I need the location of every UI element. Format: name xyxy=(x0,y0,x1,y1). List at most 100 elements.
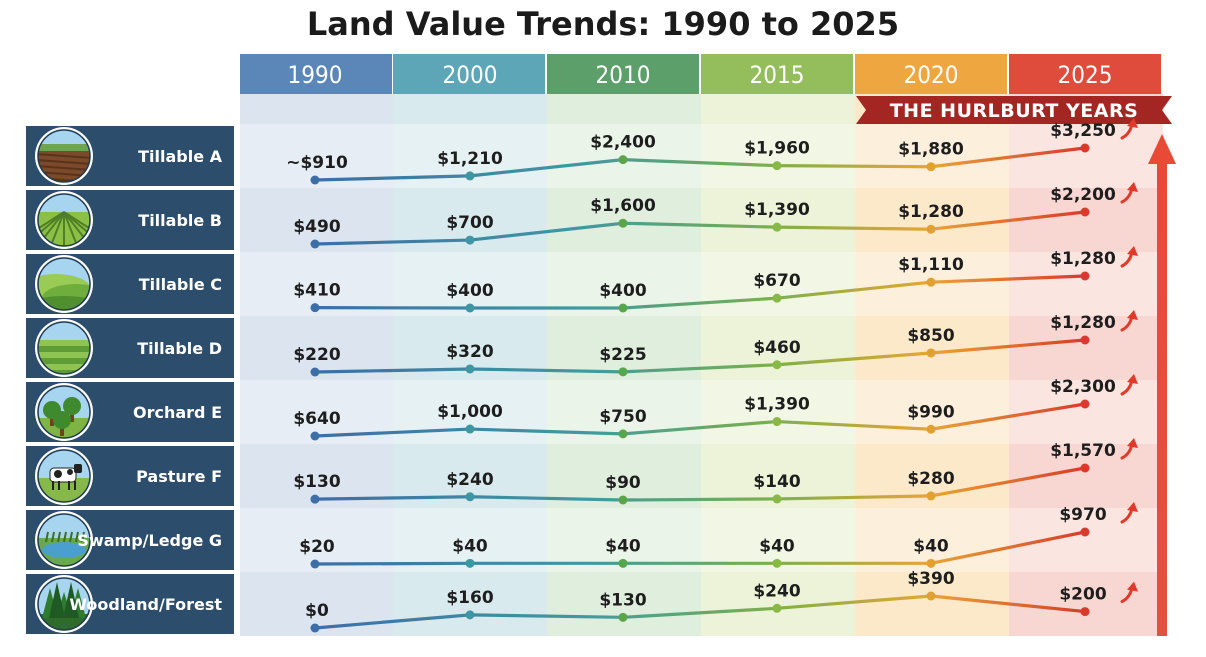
value-label: $970 xyxy=(1059,505,1106,525)
row-stripe xyxy=(240,252,1164,316)
value-label: $390 xyxy=(907,569,954,589)
value-label: $240 xyxy=(753,581,800,601)
data-point xyxy=(310,559,320,569)
year-header-2000 xyxy=(393,54,545,94)
year-header-2010 xyxy=(547,54,699,94)
data-point xyxy=(618,429,628,439)
value-label: $2,300 xyxy=(1050,377,1116,397)
data-point xyxy=(465,558,475,568)
value-label: $400 xyxy=(446,281,493,301)
orchard-trees-icon xyxy=(35,383,93,441)
data-point xyxy=(1080,463,1090,473)
value-label: $410 xyxy=(293,281,340,301)
series-line xyxy=(313,530,1087,566)
data-point xyxy=(772,417,782,427)
value-label: $3,250 xyxy=(1050,121,1116,141)
data-point xyxy=(465,492,475,502)
up-arrow-icon xyxy=(1120,182,1138,204)
value-label: $140 xyxy=(753,472,800,492)
value-label: $850 xyxy=(907,326,954,346)
data-point xyxy=(1080,143,1090,153)
year-label: 2000 xyxy=(443,61,498,89)
data-point xyxy=(310,431,320,441)
data-point xyxy=(465,424,475,434)
data-point xyxy=(926,424,936,434)
cow-icon xyxy=(35,447,93,505)
value-label: $2,400 xyxy=(590,133,656,153)
row-stripe xyxy=(240,508,1164,572)
data-point xyxy=(310,175,320,185)
value-label: $400 xyxy=(599,281,646,301)
value-label: $280 xyxy=(907,469,954,489)
value-label: $490 xyxy=(293,217,340,237)
value-label: $1,880 xyxy=(898,140,964,160)
data-point xyxy=(618,367,628,377)
data-point xyxy=(310,494,320,504)
value-label: ~$910 xyxy=(286,153,348,173)
up-arrow-icon xyxy=(1120,374,1138,396)
data-point xyxy=(926,491,936,501)
value-label: $220 xyxy=(293,345,340,365)
category-label: Tillable D xyxy=(137,339,222,358)
value-label: $40 xyxy=(759,536,795,556)
value-label: $670 xyxy=(753,271,800,291)
value-label: $750 xyxy=(599,407,646,427)
value-label: $1,000 xyxy=(437,402,503,422)
value-label: $200 xyxy=(1059,585,1106,605)
data-point xyxy=(465,171,475,181)
data-point xyxy=(1080,399,1090,409)
value-label: $1,390 xyxy=(744,395,810,415)
data-point xyxy=(310,239,320,249)
column-bg-1990 xyxy=(240,94,394,636)
growth-arrow xyxy=(1148,134,1176,636)
series-line xyxy=(313,210,1087,246)
value-label: $1,390 xyxy=(744,200,810,220)
data-point xyxy=(926,162,936,172)
data-point xyxy=(618,495,628,505)
data-point xyxy=(1080,607,1090,617)
value-label: $700 xyxy=(446,213,493,233)
swamp-pond-icon xyxy=(35,511,93,569)
data-point xyxy=(1080,271,1090,281)
value-label: $130 xyxy=(599,590,646,610)
value-label: $1,570 xyxy=(1050,441,1116,461)
up-arrow-icon xyxy=(1120,118,1138,140)
value-label: $40 xyxy=(452,536,488,556)
data-point xyxy=(618,558,628,568)
data-point xyxy=(772,293,782,303)
value-label: $20 xyxy=(299,537,335,557)
data-point xyxy=(310,623,320,633)
up-arrow-icon xyxy=(1120,310,1138,332)
data-point xyxy=(926,348,936,358)
column-bg-2010 xyxy=(547,94,701,636)
up-arrow-icon xyxy=(1120,438,1138,460)
value-label: $460 xyxy=(753,338,800,358)
up-arrow-icon xyxy=(1120,502,1138,524)
data-point xyxy=(618,303,628,313)
crop-rows-icon xyxy=(35,191,93,249)
year-label: 2010 xyxy=(596,61,651,89)
data-point xyxy=(772,558,782,568)
data-point xyxy=(772,494,782,504)
value-label: $0 xyxy=(305,601,329,621)
data-point xyxy=(772,603,782,613)
series-line xyxy=(313,338,1087,374)
value-label: $990 xyxy=(907,402,954,422)
up-arrow-icon xyxy=(1120,581,1138,604)
value-label: $40 xyxy=(913,536,949,556)
value-label: $1,210 xyxy=(437,149,503,169)
data-point xyxy=(1080,527,1090,537)
data-point xyxy=(926,591,936,601)
data-point xyxy=(926,277,936,287)
pine-forest-icon xyxy=(35,575,93,633)
value-label: $1,110 xyxy=(898,255,964,275)
column-bg-2025 xyxy=(1009,94,1163,636)
striped-fields-icon xyxy=(35,319,93,377)
series-line xyxy=(313,594,1087,630)
year-label: 2020 xyxy=(904,61,959,89)
data-point xyxy=(465,303,475,313)
series-line xyxy=(313,466,1087,502)
value-label: $1,280 xyxy=(898,202,964,222)
hurlburt-banner xyxy=(856,96,1172,124)
year-header-1990 xyxy=(240,54,392,94)
